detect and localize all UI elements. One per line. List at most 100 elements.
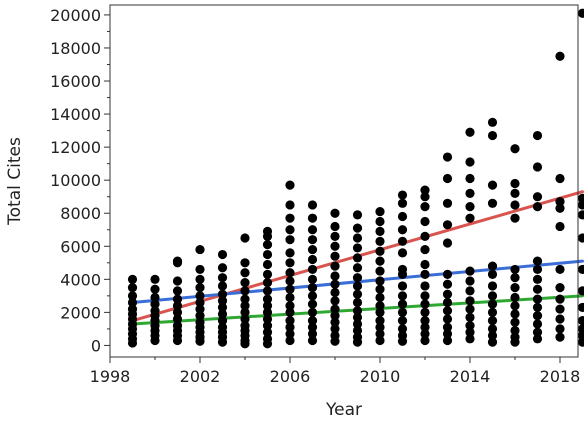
data-point-185	[397, 324, 408, 334]
data-point-197	[420, 291, 430, 301]
data-point-109	[307, 213, 318, 223]
data-point-55	[217, 309, 228, 319]
data-point-34	[172, 335, 183, 346]
data-point-275	[532, 334, 543, 344]
data-point-203	[420, 335, 430, 346]
data-point-158	[375, 226, 385, 237]
x-tick-label-1: 2002	[180, 367, 221, 386]
data-point-252	[510, 264, 520, 275]
data-point-90	[262, 339, 273, 349]
data-point-271	[532, 302, 543, 313]
data-point-220	[465, 173, 475, 184]
data-point-95	[285, 235, 295, 245]
data-point-84	[262, 301, 273, 311]
data-point-229	[465, 312, 475, 322]
data-point-78	[262, 249, 273, 260]
data-point-117	[307, 291, 318, 301]
data-point-156	[375, 206, 385, 217]
data-point-232	[465, 334, 475, 344]
data-point-153	[352, 325, 363, 336]
data-point-281	[555, 264, 565, 275]
data-point-103	[285, 307, 295, 317]
data-point-288	[577, 8, 584, 18]
data-point-61	[240, 233, 250, 243]
data-point-1	[127, 282, 138, 293]
data-point-167	[375, 307, 385, 317]
data-point-201	[420, 322, 430, 332]
data-point-181	[397, 291, 408, 301]
data-point-87	[262, 321, 273, 331]
data-point-50	[217, 273, 228, 283]
data-point-251	[510, 213, 520, 223]
data-point-159	[375, 236, 385, 246]
data-point-155	[352, 337, 363, 347]
data-point-53	[217, 296, 228, 306]
data-point-223	[465, 213, 475, 223]
y-tick-label-8: 16000	[50, 72, 101, 91]
data-point-14	[150, 292, 160, 303]
data-point-215	[442, 322, 453, 332]
data-point-107	[285, 335, 295, 346]
data-point-0	[127, 274, 138, 284]
data-point-259	[510, 325, 520, 336]
data-point-270	[532, 294, 543, 304]
data-point-205	[442, 173, 453, 184]
data-point-218	[465, 127, 475, 137]
data-point-240	[487, 291, 498, 301]
data-point-212	[442, 297, 453, 308]
data-point-183	[397, 307, 408, 317]
data-point-198	[420, 299, 430, 309]
data-point-249	[510, 188, 520, 198]
data-point-82	[262, 286, 273, 296]
data-point-25	[172, 276, 183, 286]
data-point-204	[442, 152, 453, 162]
data-point-195	[420, 269, 430, 279]
data-point-38	[195, 282, 205, 293]
data-point-279	[555, 203, 565, 213]
data-point-262	[532, 130, 543, 141]
data-point-100	[285, 284, 295, 294]
data-point-248	[510, 178, 520, 189]
data-point-128	[330, 251, 340, 261]
data-point-208	[442, 238, 453, 248]
data-point-60	[217, 337, 228, 347]
data-point-214	[442, 314, 453, 324]
data-point-99	[285, 276, 295, 286]
data-point-105	[285, 322, 295, 332]
data-point-225	[465, 276, 475, 286]
data-point-242	[487, 307, 498, 317]
data-point-77	[262, 240, 273, 250]
data-point-124	[330, 208, 340, 218]
data-point-188	[420, 185, 430, 195]
data-point-254	[510, 282, 520, 293]
data-point-192	[420, 231, 430, 241]
data-point-243	[487, 316, 498, 326]
data-point-118	[307, 299, 318, 309]
y-tick-label-10: 20000	[50, 6, 101, 25]
data-point-22	[150, 335, 160, 346]
data-point-152	[352, 319, 363, 329]
data-point-29	[172, 307, 183, 317]
data-point-257	[510, 309, 520, 319]
data-point-170	[375, 329, 385, 339]
data-point-65	[240, 286, 250, 296]
data-point-127	[330, 241, 340, 251]
data-point-217	[442, 335, 453, 346]
data-point-129	[330, 261, 340, 271]
data-point-211	[442, 289, 453, 299]
data-point-190	[420, 202, 430, 212]
data-point-63	[240, 268, 250, 278]
data-point-132	[330, 287, 340, 298]
data-point-236	[487, 198, 498, 208]
data-point-285	[555, 314, 565, 324]
data-point-130	[330, 271, 340, 281]
data-point-210	[442, 279, 453, 289]
data-point-172	[397, 190, 408, 200]
data-point-180	[397, 281, 408, 291]
y-tick-label-2: 4000	[60, 270, 101, 289]
y-axis-title: Total Cites	[5, 137, 25, 226]
data-point-47	[195, 336, 205, 346]
data-point-278	[555, 197, 565, 207]
data-point-85	[262, 307, 273, 317]
